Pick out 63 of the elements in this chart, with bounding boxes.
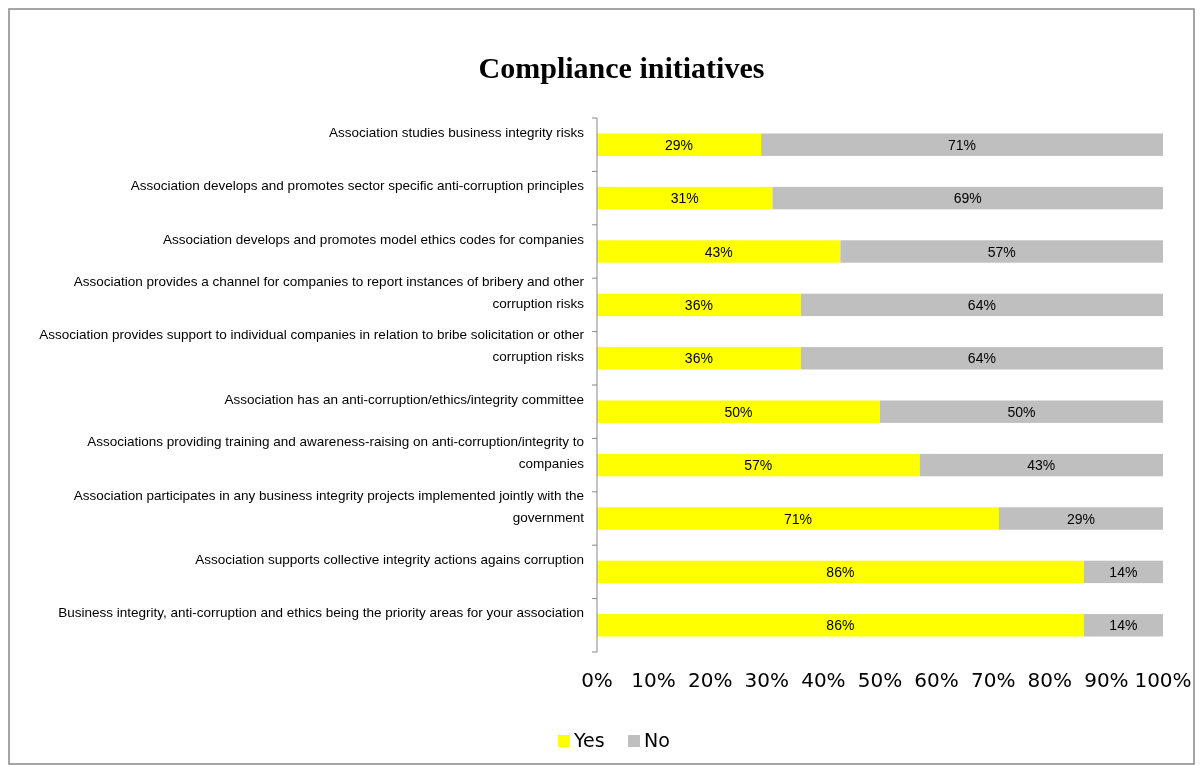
bar [761, 133, 1163, 156]
data-label: 50% [1007, 403, 1036, 420]
data-label: 64% [967, 296, 996, 313]
x-tick-label: 80% [1027, 668, 1073, 692]
bar [998, 507, 1163, 530]
x-tick-label: 10% [631, 668, 676, 692]
bar [597, 186, 773, 210]
y-tick-label: Business integrity, anti-corruption and ethics being the priority areas for your association [58, 605, 584, 621]
y-tick-label: Association provides a channel for companies to report instances of bribery and other corruption risks [73, 273, 585, 311]
bar [880, 400, 1163, 423]
data-label: 86% [826, 617, 855, 634]
data-label: 57% [987, 243, 1016, 260]
y-tick-label: Association develops and promotes model ethics codes for companies [163, 231, 585, 247]
bar [597, 614, 1084, 637]
bar [597, 347, 801, 370]
x-tick-label: 0% [581, 668, 613, 692]
bar [597, 240, 841, 263]
chart-title: Compliance initiatives [478, 51, 765, 84]
bar [800, 347, 1163, 370]
x-tick-label: 50% [857, 668, 903, 692]
y-tick-label: Associations providing training and awareness-raising on anti-corruption/integrity to companies [87, 434, 585, 472]
legend-label: Yes [573, 729, 605, 751]
x-tick-label: 100% [1134, 668, 1192, 692]
x-tick-label: 60% [914, 668, 959, 692]
data-label: 57% [744, 457, 773, 474]
bar [597, 453, 920, 477]
data-label: 29% [1066, 510, 1095, 527]
data-label: 71% [948, 136, 977, 153]
data-label: 43% [1027, 457, 1056, 474]
data-label: 29% [665, 136, 694, 153]
bar [597, 560, 1084, 584]
x-tick-label: 40% [801, 668, 846, 692]
data-label: 43% [704, 243, 733, 260]
x-tick-label: 90% [1084, 668, 1129, 692]
y-tick-label: Association has an anti-corruption/ethics/integrity committee [224, 391, 584, 407]
x-tick-label: 20% [687, 668, 733, 692]
y-tick-label: Association develops and promotes sector specific anti-corruption principles [130, 178, 585, 194]
bar [597, 293, 801, 317]
legend-label: No [644, 729, 670, 751]
bar [1083, 614, 1163, 637]
bar [919, 453, 1163, 477]
x-tick-label: 70% [970, 668, 1016, 692]
data-label: 71% [783, 510, 812, 527]
data-label: 36% [684, 350, 713, 367]
y-tick-label: Association studies business integrity risks [328, 124, 585, 140]
data-label: 69% [953, 190, 982, 207]
y-tick-label: Association provides support to individual companies in relation to bribe solicitation or other corruption risks [39, 327, 585, 365]
bar [840, 240, 1163, 263]
data-label: 14% [1109, 563, 1138, 580]
y-tick-label: Association supports collective integrity actions agains corruption [195, 551, 584, 567]
data-label: 50% [724, 403, 753, 420]
bar [597, 400, 880, 423]
data-label: 14% [1109, 617, 1138, 634]
bar [772, 186, 1163, 210]
x-tick-label: 30% [744, 668, 790, 692]
bar [800, 293, 1163, 317]
data-label: 86% [826, 563, 855, 580]
y-tick-label: Association participates in any business integrity projects implemented jointly with the government [73, 487, 585, 525]
data-label: 64% [967, 350, 996, 367]
bar [597, 133, 762, 156]
data-label: 31% [670, 190, 699, 207]
bar [597, 507, 999, 530]
data-label: 36% [684, 296, 713, 313]
